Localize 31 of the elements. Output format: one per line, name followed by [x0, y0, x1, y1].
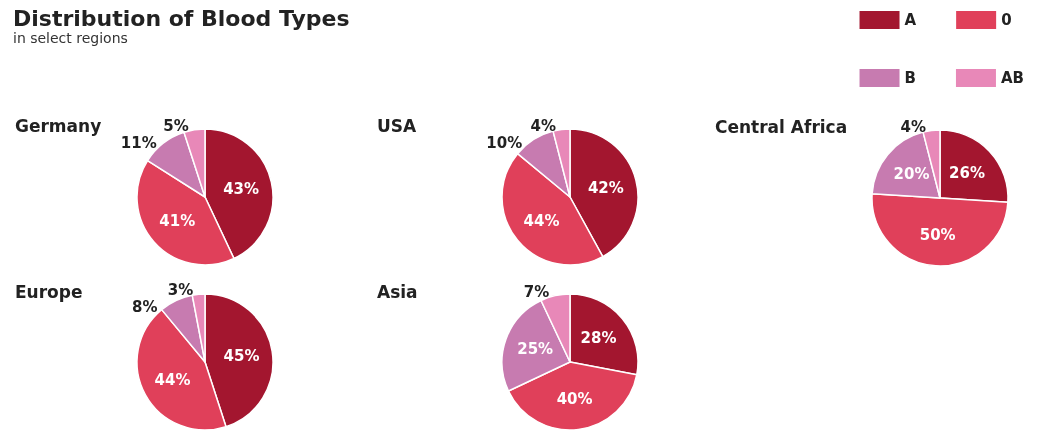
slice-label: Germany	[15, 115, 102, 136]
slice-label: Central Africa	[715, 116, 848, 137]
data-label: 10%	[486, 133, 523, 152]
data-label: 11%	[120, 133, 157, 152]
chart-title: Distribution of Blood Types	[13, 5, 350, 31]
legend-label: 0	[1001, 11, 1012, 29]
slice-label: Europe	[15, 281, 83, 302]
legend-label: AB	[1000, 69, 1024, 87]
data-label: 8%	[132, 298, 158, 317]
data-label: 4%	[530, 116, 556, 135]
data-label: 28%	[580, 329, 617, 348]
data-label: 26%	[949, 163, 985, 182]
slice-label: Asia	[377, 281, 418, 302]
legend-label: B	[904, 69, 916, 87]
data-label: 3%	[167, 281, 194, 300]
data-label: 25%	[517, 340, 554, 359]
data-label: 4%	[900, 117, 926, 136]
data-label: 20%	[893, 165, 930, 184]
data-label: 44%	[523, 211, 560, 230]
data-label: 42%	[587, 178, 624, 197]
data-label: 7%	[523, 282, 550, 301]
slice-label: USA	[377, 115, 418, 136]
data-label: 41%	[159, 212, 196, 231]
data-label: 50%	[919, 225, 956, 244]
legend-label: A	[904, 11, 917, 29]
data-label: 43%	[223, 179, 260, 198]
data-label: 45%	[223, 347, 260, 366]
data-label: 40%	[556, 389, 593, 408]
data-label: 44%	[154, 370, 191, 389]
text: in select regions	[13, 30, 128, 46]
data-label: 5%	[163, 116, 189, 135]
